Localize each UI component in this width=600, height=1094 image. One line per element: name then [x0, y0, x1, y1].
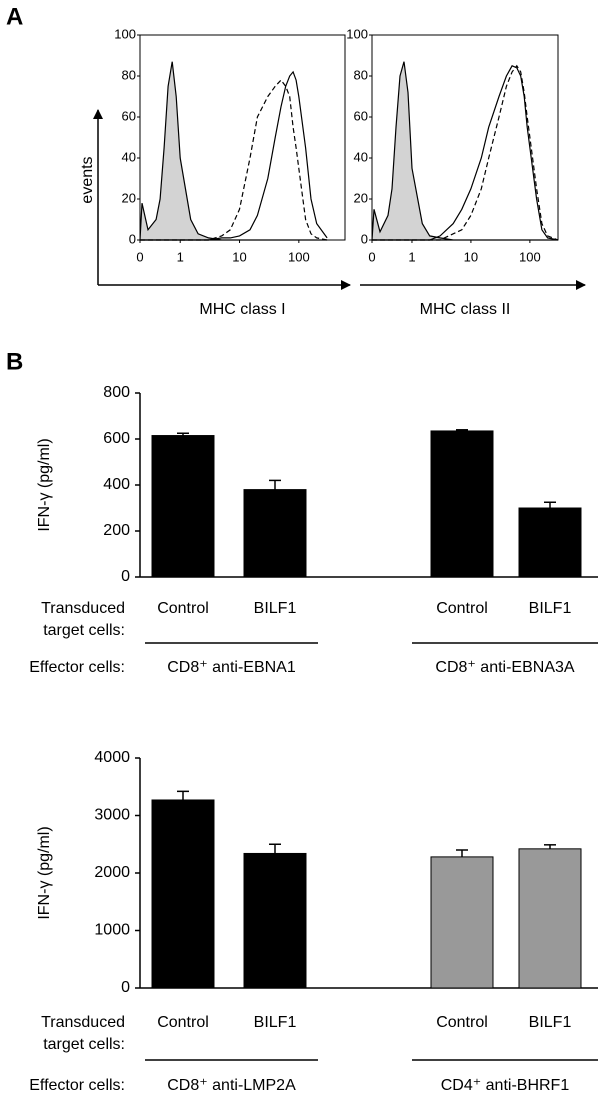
category-label: BILF1: [529, 600, 572, 617]
bar: [430, 430, 494, 578]
panel-label: B: [6, 348, 23, 375]
category-label: BILF1: [254, 1014, 297, 1031]
category-label: Control: [157, 600, 209, 617]
x-axis-label: MHC class I: [199, 301, 285, 318]
row-label: Effector cells:: [29, 659, 125, 676]
y-tick-label: 100: [114, 26, 136, 41]
histogram-curve: [372, 64, 559, 241]
row-label: target cells:: [43, 622, 125, 639]
histogram-curve: [372, 65, 559, 241]
y-tick-label: 0: [129, 231, 136, 246]
category-label: Control: [436, 1014, 488, 1031]
x-axis-label: MHC class II: [420, 301, 511, 318]
histogram-curve: [139, 61, 328, 241]
x-tick-label: 100: [519, 249, 541, 264]
bar: [518, 507, 582, 578]
x-tick-label: 10: [464, 249, 478, 264]
x-tick-label: 10: [232, 249, 246, 264]
y-tick-label: 40: [122, 149, 136, 164]
histogram-curve: [371, 61, 558, 241]
y-tick-label: 20: [354, 190, 368, 205]
bar: [151, 799, 215, 989]
x-tick-label: 1: [177, 249, 184, 264]
group-label: CD8⁺ anti-EBNA1: [167, 659, 296, 676]
bar: [518, 848, 582, 989]
y-tick-label: 200: [103, 522, 130, 539]
y-tick-label: 0: [361, 231, 368, 246]
bar: [243, 489, 307, 578]
y-tick-label: 4000: [94, 749, 130, 766]
row-label: Transduced: [41, 600, 125, 617]
bar: [151, 435, 215, 578]
y-tick-label: 600: [103, 430, 130, 447]
y-tick-label: 0: [121, 568, 130, 585]
y-axis-label: IFN-γ (pg/ml): [36, 438, 53, 531]
row-label: Transduced: [41, 1014, 125, 1031]
y-tick-label: 0: [121, 979, 130, 996]
group-label: CD4⁺ anti-BHRF1: [441, 1077, 570, 1094]
histogram-curve: [140, 79, 328, 241]
y-tick-label: 3000: [94, 807, 130, 824]
y-axis-label: IFN-γ (pg/ml): [36, 826, 53, 919]
y-axis-label: events: [79, 156, 96, 203]
group-label: CD8⁺ anti-LMP2A: [167, 1077, 296, 1094]
x-tick-label: 0: [368, 249, 375, 264]
category-label: Control: [436, 600, 488, 617]
x-tick-label: 100: [288, 249, 310, 264]
y-tick-label: 60: [354, 108, 368, 123]
y-tick-label: 400: [103, 476, 130, 493]
panel-label: A: [6, 3, 23, 30]
group-label: CD8⁺ anti-EBNA3A: [435, 659, 574, 676]
bar: [243, 852, 307, 989]
category-label: Control: [157, 1014, 209, 1031]
y-tick-label: 800: [103, 384, 130, 401]
y-tick-label: 1000: [94, 922, 130, 939]
y-tick-label: 60: [122, 108, 136, 123]
y-tick-label: 2000: [94, 864, 130, 881]
histogram-curve: [140, 70, 328, 241]
x-tick-label: 1: [408, 249, 415, 264]
x-tick-label: 0: [136, 249, 143, 264]
bar: [430, 856, 494, 989]
y-tick-label: 80: [354, 67, 368, 82]
y-tick-label: 80: [122, 67, 136, 82]
row-label: target cells:: [43, 1036, 125, 1053]
row-label: Effector cells:: [29, 1077, 125, 1094]
category-label: BILF1: [529, 1014, 572, 1031]
category-label: BILF1: [254, 600, 297, 617]
y-tick-label: 20: [122, 190, 136, 205]
y-tick-label: 100: [346, 26, 368, 41]
y-tick-label: 40: [354, 149, 368, 164]
